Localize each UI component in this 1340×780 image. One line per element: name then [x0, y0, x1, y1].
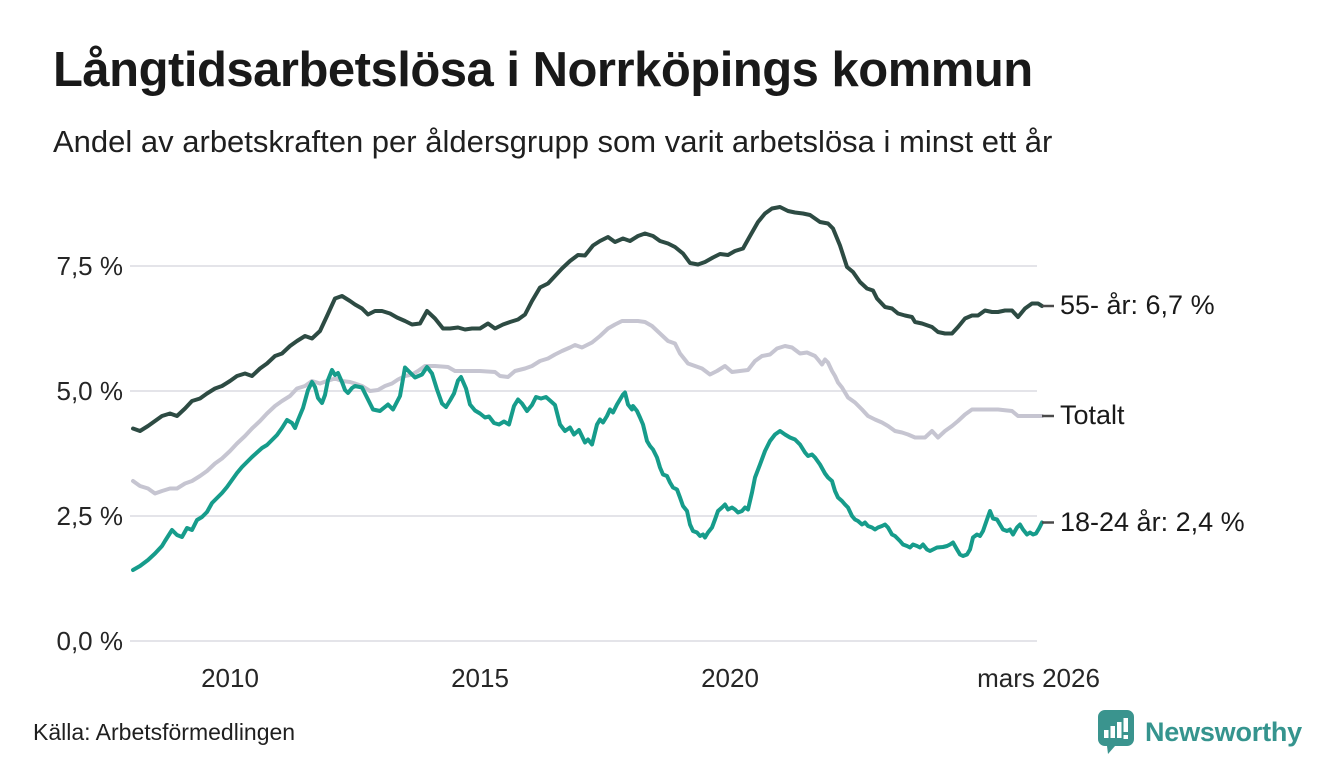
x-axis-label: mars 2026: [977, 663, 1100, 693]
source-note: Källa: Arbetsförmedlingen: [33, 719, 296, 745]
y-axis-label: 5,0 %: [56, 376, 124, 406]
series-label-18-24-ar: 18-24 år: 2,4 %: [1060, 506, 1245, 537]
series-label-55-ar: 55- år: 6,7 %: [1060, 289, 1215, 320]
series-line-18-24-ar: [131, 365, 1044, 572]
gridlines: [130, 265, 1037, 642]
chart-subtitle: Andel av arbetskraften per åldersgrupp s…: [53, 124, 1053, 159]
x-axis-label: 2015: [451, 663, 509, 693]
newsworthy-logo-text: Newsworthy: [1144, 716, 1302, 747]
x-axis-label: 2010: [201, 663, 259, 693]
series-line-55-ar: [131, 205, 1044, 433]
series-end-ticks: [1042, 304, 1054, 524]
y-axis-label: 7,5 %: [56, 251, 124, 281]
series-lines: [131, 205, 1044, 572]
newsworthy-logo: Newsworthy: [1097, 708, 1302, 756]
newsworthy-logo-icon: [1097, 709, 1135, 755]
chart-title: Långtidsarbetslösa i Norrköpings kommun: [53, 43, 1033, 97]
x-axis-label: 2020: [701, 663, 759, 693]
y-axis-label: 0,0 %: [56, 626, 124, 656]
series-line-totalt: [131, 319, 1044, 496]
y-axis-label: 2,5 %: [56, 501, 124, 531]
series-label-totalt: Totalt: [1060, 399, 1125, 430]
